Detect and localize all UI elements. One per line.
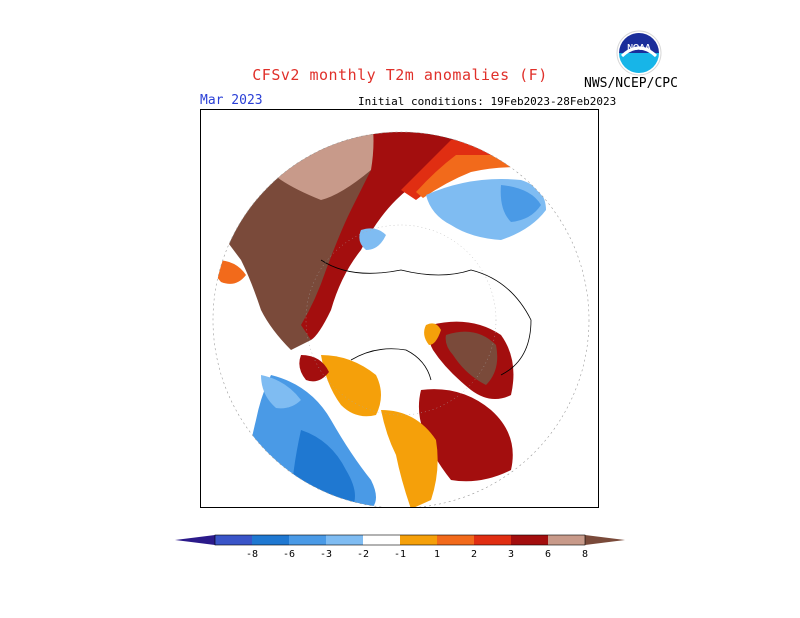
legend-swatch	[548, 535, 585, 545]
legend-swatch	[326, 535, 363, 545]
legend-swatch	[437, 535, 474, 545]
map-frame	[200, 109, 599, 508]
noaa-logo-icon: NOAA	[616, 30, 662, 76]
legend-swatch	[400, 535, 437, 545]
legend-tick-label: -6	[283, 549, 295, 560]
anomaly-light-warm-patch	[424, 323, 441, 345]
agency-label: NWS/NCEP/CPC	[584, 76, 678, 91]
legend-swatch	[252, 535, 289, 545]
anomaly-cool-patch	[359, 228, 386, 250]
legend-tick-label: 8	[582, 549, 588, 560]
legend-swatch	[363, 535, 400, 545]
legend-tick-label: -3	[320, 549, 332, 560]
legend-swatch	[215, 535, 252, 545]
anomaly-very-warm-hudson	[445, 331, 498, 385]
logo-text: NOAA	[627, 43, 651, 52]
anomaly-warm-alaska-patch	[299, 355, 329, 382]
anomaly-light-warm-south	[381, 410, 438, 507]
forecast-month: Mar 2023	[200, 93, 263, 108]
legend-tick-label: -2	[357, 549, 369, 560]
anomaly-warm-eastern-us	[418, 389, 513, 482]
map-title: CFSv2 monthly T2m anomalies (F)	[252, 66, 548, 84]
anomaly-light-warm-alaska	[321, 355, 381, 417]
legend-tick-label: 2	[471, 549, 477, 560]
legend-swatch	[289, 535, 326, 545]
legend-tick-label: 3	[508, 549, 514, 560]
coastline-outline	[320, 259, 532, 381]
legend-swatch	[511, 535, 548, 545]
anomaly-orange-band	[416, 155, 539, 198]
legend-outline	[214, 534, 586, 546]
legend-arrow-left	[175, 535, 215, 545]
legend-swatch	[474, 535, 511, 545]
anomaly-colder-siberia	[500, 185, 541, 222]
anomaly-orange-patch-west	[214, 260, 246, 284]
polar-map	[212, 131, 590, 507]
legend-tick-label: 6	[545, 549, 551, 560]
latitude-circle	[305, 224, 497, 416]
initial-conditions: Initial conditions: 19Feb2023-28Feb2023	[358, 95, 617, 108]
color-legend: -8 -6 -3 -2 -1 1 2 3 6 8	[175, 534, 625, 560]
legend-arrow-right	[585, 535, 625, 545]
legend-tick-label: -1	[394, 549, 406, 560]
legend-tick-label: -8	[246, 549, 258, 560]
map-outer-circle	[212, 131, 590, 507]
legend-tick-label: 1	[434, 549, 440, 560]
anomaly-cool-patch-alaska	[261, 375, 301, 409]
